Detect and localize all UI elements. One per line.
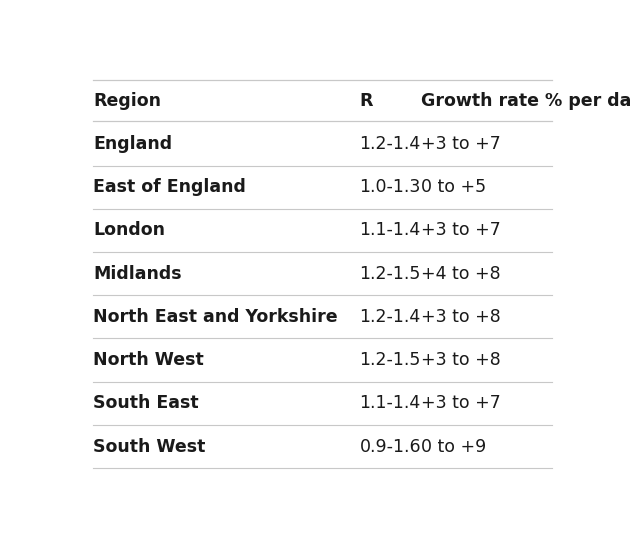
Text: 1.0-1.3: 1.0-1.3 bbox=[360, 178, 421, 196]
Text: 1.2-1.5: 1.2-1.5 bbox=[360, 351, 421, 369]
Text: +3 to +7: +3 to +7 bbox=[421, 394, 500, 412]
Text: R: R bbox=[360, 91, 373, 110]
Text: 0 to +9: 0 to +9 bbox=[421, 437, 486, 456]
Text: South West: South West bbox=[93, 437, 206, 456]
Text: Region: Region bbox=[93, 91, 161, 110]
Text: +3 to +8: +3 to +8 bbox=[421, 308, 500, 326]
Text: +3 to +7: +3 to +7 bbox=[421, 135, 500, 153]
Text: South East: South East bbox=[93, 394, 199, 412]
Text: 1.2-1.4: 1.2-1.4 bbox=[360, 308, 421, 326]
Text: North East and Yorkshire: North East and Yorkshire bbox=[93, 308, 338, 326]
Text: 1.1-1.4: 1.1-1.4 bbox=[360, 222, 421, 239]
Text: East of England: East of England bbox=[93, 178, 246, 196]
Text: 0 to +5: 0 to +5 bbox=[421, 178, 486, 196]
Text: England: England bbox=[93, 135, 173, 153]
Text: Growth rate % per day: Growth rate % per day bbox=[421, 91, 630, 110]
Text: 1.2-1.4: 1.2-1.4 bbox=[360, 135, 421, 153]
Text: +3 to +7: +3 to +7 bbox=[421, 222, 500, 239]
Text: London: London bbox=[93, 222, 166, 239]
Text: 0.9-1.6: 0.9-1.6 bbox=[360, 437, 421, 456]
Text: North West: North West bbox=[93, 351, 204, 369]
Text: +3 to +8: +3 to +8 bbox=[421, 351, 500, 369]
Text: 1.1-1.4: 1.1-1.4 bbox=[360, 394, 421, 412]
Text: 1.2-1.5: 1.2-1.5 bbox=[360, 265, 421, 282]
Text: +4 to +8: +4 to +8 bbox=[421, 265, 500, 282]
Text: Midlands: Midlands bbox=[93, 265, 182, 282]
